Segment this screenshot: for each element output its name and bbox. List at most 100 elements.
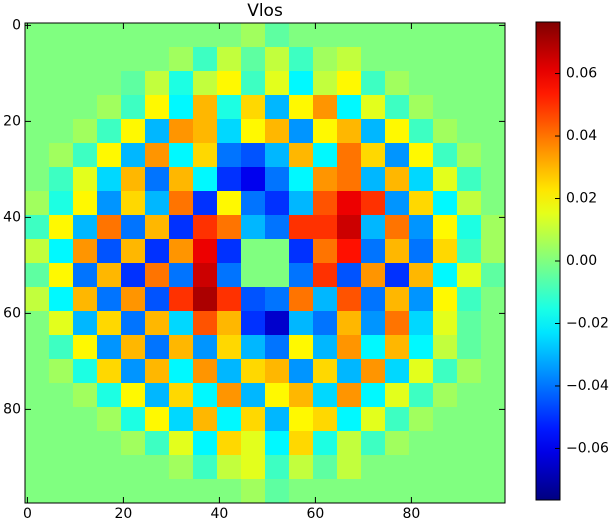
heatmap-cell bbox=[457, 407, 482, 432]
heatmap-cell bbox=[385, 359, 410, 384]
heatmap-cell bbox=[121, 95, 146, 120]
heatmap-cell bbox=[265, 263, 290, 288]
heatmap-cell bbox=[49, 263, 74, 288]
heatmap-cell bbox=[73, 287, 98, 312]
heatmap-cell bbox=[457, 287, 482, 312]
heatmap-cell bbox=[265, 71, 290, 96]
heatmap-cell bbox=[97, 479, 122, 504]
heatmap-cell bbox=[169, 71, 194, 96]
heatmap-cell bbox=[361, 167, 386, 192]
heatmap-cell bbox=[97, 239, 122, 264]
heatmap-cell bbox=[337, 23, 362, 48]
heatmap-cell bbox=[193, 215, 218, 240]
colorbar-tick-label: 0.00 bbox=[566, 253, 597, 269]
heatmap-cell bbox=[97, 71, 122, 96]
colorbar-tick-label: 0.02 bbox=[566, 191, 597, 207]
heatmap-cell bbox=[313, 47, 338, 72]
heatmap-cell bbox=[265, 47, 290, 72]
heatmap-cell bbox=[433, 215, 458, 240]
heatmap-cell bbox=[97, 407, 122, 432]
heatmap-cell bbox=[457, 263, 482, 288]
heatmap-cell bbox=[265, 23, 290, 48]
heatmap-cell bbox=[457, 47, 482, 72]
heatmap-cell bbox=[73, 167, 98, 192]
heatmap-cell bbox=[49, 287, 74, 312]
heatmap-cell bbox=[169, 167, 194, 192]
heatmap-cell bbox=[457, 215, 482, 240]
heatmap-cell bbox=[361, 383, 386, 408]
heatmap-cell bbox=[169, 239, 194, 264]
heatmap-cell bbox=[49, 383, 74, 408]
heatmap-cell bbox=[97, 359, 122, 384]
heatmap-cell bbox=[97, 335, 122, 360]
heatmap-cell bbox=[241, 47, 266, 72]
heatmap-cell bbox=[289, 287, 314, 312]
heatmap-cell bbox=[121, 215, 146, 240]
heatmap-cell bbox=[73, 407, 98, 432]
heatmap-cell bbox=[97, 47, 122, 72]
heatmap-cell bbox=[265, 335, 290, 360]
heatmap-cell bbox=[361, 239, 386, 264]
heatmap-cell bbox=[73, 119, 98, 144]
heatmap-cell bbox=[217, 383, 242, 408]
heatmap-cell bbox=[433, 239, 458, 264]
heatmap-cell bbox=[217, 23, 242, 48]
heatmap-cell bbox=[481, 47, 506, 72]
heatmap-cell bbox=[73, 479, 98, 504]
heatmap-cell bbox=[289, 383, 314, 408]
heatmap-cell bbox=[49, 119, 74, 144]
heatmap-cell bbox=[241, 431, 266, 456]
heatmap-cell bbox=[217, 311, 242, 336]
colorbar-tick-label: −0.06 bbox=[566, 440, 609, 456]
heatmap-cell bbox=[385, 95, 410, 120]
heatmap-cell bbox=[49, 431, 74, 456]
heatmap-cell bbox=[265, 383, 290, 408]
heatmap-cell bbox=[337, 71, 362, 96]
heatmap-cell bbox=[289, 191, 314, 216]
heatmap-cell bbox=[241, 383, 266, 408]
heatmap-cell bbox=[313, 311, 338, 336]
heatmap-cell bbox=[457, 431, 482, 456]
heatmap-cell bbox=[73, 263, 98, 288]
heatmap-cell bbox=[145, 335, 170, 360]
heatmap-cell bbox=[169, 191, 194, 216]
heatmap-cell bbox=[361, 455, 386, 480]
heatmap-cell bbox=[457, 383, 482, 408]
heatmap-cell bbox=[145, 47, 170, 72]
x-tick-label: 60 bbox=[306, 506, 324, 519]
heatmap-cell bbox=[265, 407, 290, 432]
heatmap-cell bbox=[193, 311, 218, 336]
heatmap-cell bbox=[481, 263, 506, 288]
heatmap-cell bbox=[73, 47, 98, 72]
heatmap-cell bbox=[289, 359, 314, 384]
heatmap-cell bbox=[145, 167, 170, 192]
colorbar-tick-label: 0.06 bbox=[566, 66, 597, 82]
heatmap-cell bbox=[433, 311, 458, 336]
heatmap-cell bbox=[241, 359, 266, 384]
heatmap-cell bbox=[385, 287, 410, 312]
heatmap-cell bbox=[121, 119, 146, 144]
heatmap-cell bbox=[457, 311, 482, 336]
heatmap-cell bbox=[73, 431, 98, 456]
heatmap-cell bbox=[265, 359, 290, 384]
heatmap-cell bbox=[241, 287, 266, 312]
heatmap-cell bbox=[145, 191, 170, 216]
heatmap-cell bbox=[49, 47, 74, 72]
heatmap-cell bbox=[289, 311, 314, 336]
heatmap-cell bbox=[193, 383, 218, 408]
heatmap-cell bbox=[25, 239, 50, 264]
heatmap-cell bbox=[217, 47, 242, 72]
heatmap-cell bbox=[97, 311, 122, 336]
heatmap-cell bbox=[409, 407, 434, 432]
heatmap-cell bbox=[121, 383, 146, 408]
heatmap-cell bbox=[409, 167, 434, 192]
heatmap-cell bbox=[481, 239, 506, 264]
heatmap-cell bbox=[433, 407, 458, 432]
heatmap-cell bbox=[145, 431, 170, 456]
x-tick-label: 0 bbox=[23, 506, 32, 519]
heatmap-cell bbox=[289, 407, 314, 432]
heatmap-cell bbox=[193, 167, 218, 192]
heatmap-cell bbox=[145, 143, 170, 168]
heatmap-cell bbox=[289, 479, 314, 504]
heatmap-cell bbox=[97, 215, 122, 240]
